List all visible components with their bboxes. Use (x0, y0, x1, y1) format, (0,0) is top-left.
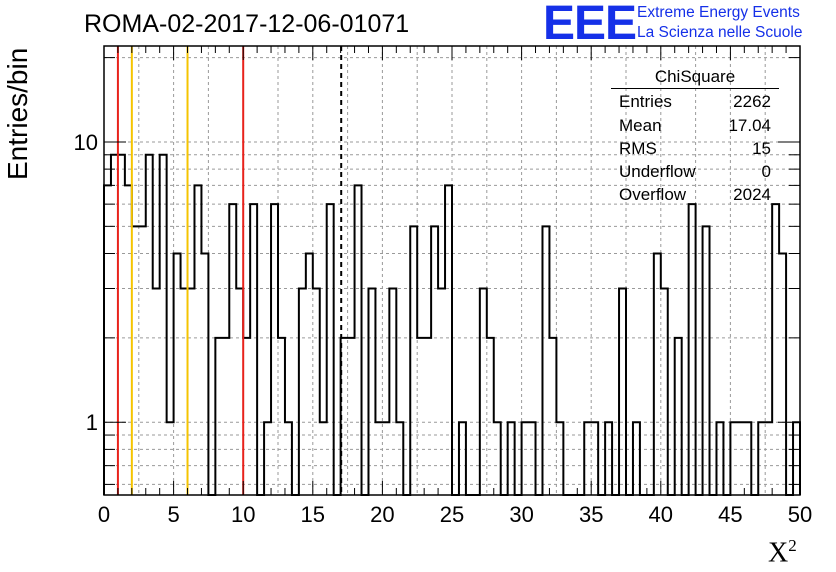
x-tick-label: 0 (98, 502, 110, 527)
logo-line-1: Extreme Energy Events (637, 4, 800, 21)
x-tick-label: 30 (509, 502, 533, 527)
x-axis-label-sup: 2 (788, 536, 797, 555)
stats-title: ChiSquare (611, 65, 779, 90)
x-tick-label: 10 (231, 502, 255, 527)
x-tick-label: 50 (788, 502, 812, 527)
stats-value: 15 (752, 138, 771, 158)
x-tick-label: 45 (718, 502, 742, 527)
y-axis-label: Entries/bin (2, 47, 33, 180)
stats-box: ChiSquare Entries 2262 Mean 17.04 RMS 15 Un… (611, 65, 779, 207)
x-tick-label: 5 (167, 502, 179, 527)
x-tick-label: 40 (649, 502, 673, 527)
stats-value: 17.04 (728, 115, 771, 135)
stats-value: 2024 (733, 185, 771, 205)
x-tick-label: 35 (579, 502, 603, 527)
eee-logo: EEE (543, 0, 637, 50)
stats-label: RMS (619, 138, 657, 158)
x-axis-label-main: X (768, 537, 789, 569)
stats-row-mean: Mean 17.04 (611, 114, 779, 137)
stats-label: Underflow (619, 162, 696, 182)
stats-label: Overflow (619, 185, 687, 205)
stats-row-overflow: Overflow 2024 (611, 183, 779, 206)
x-tick-label: 25 (440, 502, 464, 527)
chart-title: ROMA-02-2017-12-06-01071 (84, 10, 410, 38)
stats-value: 0 (761, 162, 771, 182)
x-axis-label: X2 (768, 536, 797, 569)
stats-value: 2262 (733, 92, 771, 112)
stats-row-underflow: Underflow 0 (611, 160, 779, 183)
stats-label: Entries (619, 92, 672, 112)
x-tick-label: 20 (370, 502, 394, 527)
y-tick-label: 1 (86, 410, 98, 435)
stats-row-rms: RMS 15 (611, 137, 779, 160)
stats-label: Mean (619, 115, 662, 135)
stats-row-entries: Entries 2262 (611, 90, 779, 113)
x-tick-label: 15 (301, 502, 325, 527)
y-tick-label: 10 (74, 130, 98, 155)
logo-line-2: La Scienza nelle Scuole (637, 24, 803, 41)
